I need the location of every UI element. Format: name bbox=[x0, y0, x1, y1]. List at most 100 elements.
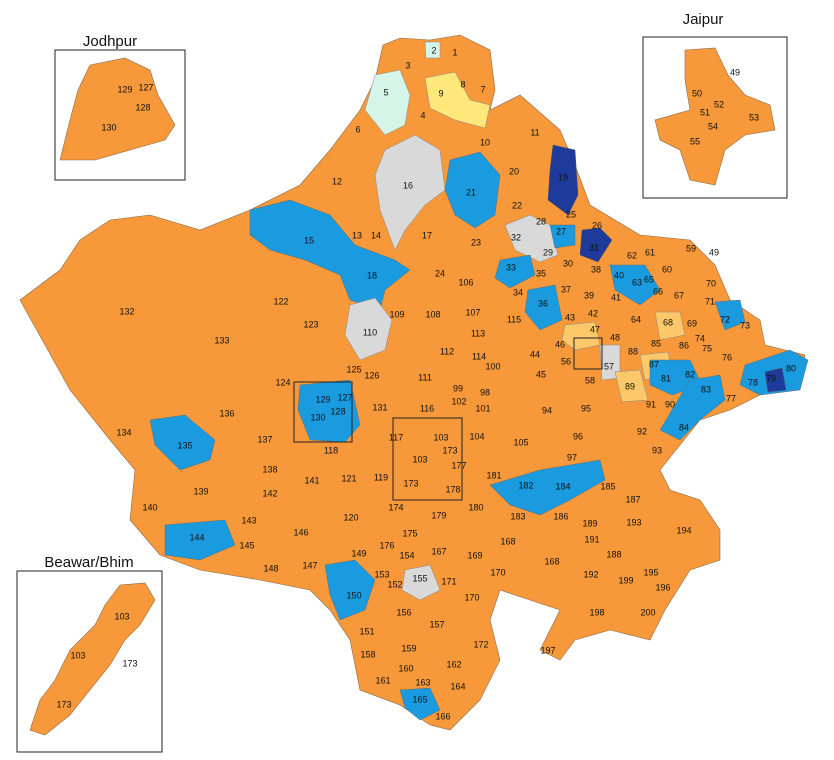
district-label: 91 bbox=[646, 399, 656, 409]
district-label: 30 bbox=[563, 258, 573, 268]
district-label: 83 bbox=[701, 384, 711, 394]
district-label: 184 bbox=[555, 481, 570, 491]
inset-shapes bbox=[16, 36, 788, 753]
district-label: 38 bbox=[591, 264, 601, 274]
district-label: 66 bbox=[653, 286, 663, 296]
district-label: 19 bbox=[558, 172, 568, 182]
district-label: 194 bbox=[676, 525, 691, 535]
district-label: 175 bbox=[402, 528, 417, 538]
district-label: 49 bbox=[730, 67, 740, 77]
district-label: 195 bbox=[643, 567, 658, 577]
district-label: 110 bbox=[363, 327, 377, 337]
district-label: 127 bbox=[138, 82, 153, 92]
district-label: 140 bbox=[142, 502, 157, 512]
district-label: 86 bbox=[679, 340, 689, 350]
district-label: 151 bbox=[359, 626, 374, 636]
district-label: 67 bbox=[674, 290, 684, 300]
district-label: 85 bbox=[651, 338, 661, 348]
district-label: 199 bbox=[618, 575, 633, 585]
district-label: 88 bbox=[628, 346, 638, 356]
district-label: 35 bbox=[536, 268, 546, 278]
district-label: 69 bbox=[687, 318, 697, 328]
district-label: 164 bbox=[450, 681, 465, 691]
district-label: 122 bbox=[273, 296, 288, 306]
district-label: 82 bbox=[685, 369, 695, 379]
district-label: 6 bbox=[355, 124, 360, 134]
district-label: 109 bbox=[389, 309, 404, 319]
district-label: 173 bbox=[56, 699, 71, 709]
district-label: 42 bbox=[588, 308, 598, 318]
district-label: 144 bbox=[189, 532, 204, 542]
district-label: 168 bbox=[500, 536, 515, 546]
district-label: 87 bbox=[649, 359, 659, 369]
district-label: 24 bbox=[435, 268, 445, 278]
district-label: 4 bbox=[420, 110, 425, 120]
district-label: 21 bbox=[466, 187, 476, 197]
district-label: 193 bbox=[626, 517, 641, 527]
district-label: 37 bbox=[561, 284, 571, 294]
district-label: 180 bbox=[468, 502, 483, 512]
district-label: 130 bbox=[101, 122, 116, 132]
inset-marker bbox=[573, 337, 603, 370]
district-label: 108 bbox=[425, 309, 440, 319]
district-label: 186 bbox=[553, 511, 568, 521]
district-label: 104 bbox=[469, 431, 484, 441]
district-label: 165 bbox=[412, 694, 427, 704]
district-label: 115 bbox=[507, 314, 521, 324]
district-label: 95 bbox=[581, 403, 591, 413]
district-label: 158 bbox=[360, 649, 375, 659]
district-label: 8 bbox=[460, 79, 465, 89]
district-label: 146 bbox=[293, 527, 308, 537]
district-label: 55 bbox=[690, 136, 700, 146]
district-label: 197 bbox=[540, 645, 555, 655]
district-label: 189 bbox=[582, 518, 597, 528]
district-label: 93 bbox=[652, 445, 662, 455]
district-label: 41 bbox=[611, 292, 621, 302]
district-label: 132 bbox=[119, 306, 134, 316]
district-label: 31 bbox=[589, 242, 599, 252]
district-label: 154 bbox=[399, 550, 414, 560]
district-label: 103 bbox=[412, 454, 427, 464]
inset-box bbox=[54, 49, 186, 181]
district-label: 155 bbox=[412, 573, 427, 583]
district-label: 49 bbox=[709, 247, 719, 257]
district-label: 121 bbox=[341, 473, 356, 483]
district-label: 134 bbox=[116, 427, 131, 437]
district-label: 28 bbox=[536, 216, 546, 226]
district-label: 9 bbox=[438, 88, 443, 98]
inset-box bbox=[16, 570, 163, 753]
district-label: 173 bbox=[122, 658, 137, 668]
district-label: 97 bbox=[567, 452, 577, 462]
district-label: 102 bbox=[451, 396, 466, 406]
district-label: 25 bbox=[566, 209, 576, 219]
district-label: 48 bbox=[610, 332, 620, 342]
district-label: 162 bbox=[446, 659, 461, 669]
district-label: 123 bbox=[303, 319, 318, 329]
district-label: 27 bbox=[556, 226, 566, 236]
district-label: 60 bbox=[662, 264, 672, 274]
district-label: 167 bbox=[431, 546, 446, 556]
district-label: 56 bbox=[561, 356, 571, 366]
district-label: 99 bbox=[453, 383, 463, 393]
district-label: 40 bbox=[614, 270, 624, 280]
district-label: 182 bbox=[518, 480, 533, 490]
district-label: 33 bbox=[506, 262, 516, 272]
district-label: 26 bbox=[592, 220, 602, 230]
district-label: 179 bbox=[431, 510, 446, 520]
district-label: 94 bbox=[542, 405, 552, 415]
district-label: 119 bbox=[374, 472, 388, 482]
district-label: 23 bbox=[471, 237, 481, 247]
district-label: 198 bbox=[589, 607, 604, 617]
district-label: 1 bbox=[452, 47, 457, 57]
district-label: 200 bbox=[640, 607, 655, 617]
district-label: 114 bbox=[472, 351, 486, 361]
district-label: 44 bbox=[530, 349, 540, 359]
district-label: 84 bbox=[679, 422, 689, 432]
district-label: 129 bbox=[117, 84, 132, 94]
district-label: 170 bbox=[490, 567, 505, 577]
district-label: 148 bbox=[263, 563, 278, 573]
district-label: 13 bbox=[352, 230, 362, 240]
district-label: 141 bbox=[304, 475, 319, 485]
district-label: 53 bbox=[749, 112, 759, 122]
district-label: 138 bbox=[262, 464, 277, 474]
